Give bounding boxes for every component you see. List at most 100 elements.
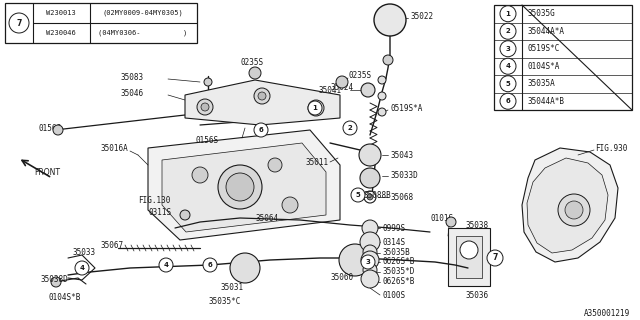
- Text: 0101S: 0101S: [430, 213, 453, 222]
- Text: 35043: 35043: [390, 150, 413, 159]
- Circle shape: [268, 158, 282, 172]
- Text: 0156S: 0156S: [38, 124, 61, 132]
- Circle shape: [192, 167, 208, 183]
- Text: 35022: 35022: [410, 12, 433, 20]
- Text: 35044A*B: 35044A*B: [528, 97, 565, 106]
- Circle shape: [500, 6, 516, 22]
- Text: W230013: W230013: [46, 10, 76, 16]
- Circle shape: [361, 255, 375, 269]
- Circle shape: [359, 144, 381, 166]
- Text: 0626S*B: 0626S*B: [382, 277, 414, 286]
- Circle shape: [500, 41, 516, 57]
- Text: 35038D: 35038D: [40, 276, 68, 284]
- Circle shape: [500, 23, 516, 39]
- Text: 0999S: 0999S: [382, 223, 405, 233]
- Circle shape: [500, 93, 516, 109]
- Text: (04MY0306-          ): (04MY0306- ): [99, 30, 188, 36]
- Text: 35067: 35067: [100, 241, 123, 250]
- Text: 35035B: 35035B: [382, 247, 410, 257]
- Text: 35088B: 35088B: [363, 190, 391, 199]
- Text: 1: 1: [312, 105, 317, 111]
- Circle shape: [361, 83, 375, 97]
- Text: 6: 6: [506, 98, 510, 104]
- Text: W230046: W230046: [46, 30, 76, 36]
- Text: 35035G: 35035G: [528, 9, 556, 18]
- Circle shape: [159, 258, 173, 272]
- Circle shape: [378, 92, 386, 100]
- Circle shape: [446, 217, 456, 227]
- Circle shape: [197, 99, 213, 115]
- Bar: [5, 3, 197, 43]
- Text: (02MY0009-04MY0305): (02MY0009-04MY0305): [102, 10, 184, 16]
- Circle shape: [343, 121, 357, 135]
- Circle shape: [374, 4, 406, 36]
- Text: 4: 4: [506, 63, 511, 69]
- Text: 4: 4: [163, 262, 168, 268]
- Bar: [456, 236, 482, 278]
- Circle shape: [180, 210, 190, 220]
- Polygon shape: [527, 158, 608, 253]
- Circle shape: [500, 76, 516, 92]
- Text: 5: 5: [356, 192, 360, 198]
- Circle shape: [367, 194, 373, 200]
- Circle shape: [204, 78, 212, 86]
- Circle shape: [487, 250, 503, 266]
- Text: 0104S*B: 0104S*B: [48, 292, 81, 301]
- Text: 35083: 35083: [120, 73, 143, 82]
- Circle shape: [364, 191, 376, 203]
- Text: 35035A: 35035A: [528, 79, 556, 88]
- Circle shape: [254, 123, 268, 137]
- Text: 3: 3: [365, 259, 371, 265]
- Polygon shape: [162, 143, 326, 232]
- Circle shape: [254, 88, 270, 104]
- Circle shape: [336, 76, 348, 88]
- Circle shape: [500, 58, 516, 74]
- Circle shape: [308, 100, 324, 116]
- Circle shape: [361, 270, 379, 288]
- Circle shape: [230, 253, 260, 283]
- Text: 7: 7: [16, 19, 22, 28]
- Circle shape: [282, 197, 298, 213]
- Polygon shape: [148, 130, 340, 240]
- Text: 6: 6: [259, 127, 264, 133]
- Text: 35035*C: 35035*C: [208, 298, 241, 307]
- Circle shape: [360, 232, 380, 252]
- Text: A350001219: A350001219: [584, 309, 630, 318]
- Text: 0519S*C: 0519S*C: [528, 44, 561, 53]
- Text: FIG.130: FIG.130: [138, 196, 170, 204]
- Polygon shape: [185, 80, 340, 125]
- Text: 2: 2: [506, 28, 510, 34]
- Circle shape: [383, 55, 393, 65]
- Text: 2: 2: [348, 125, 353, 131]
- Circle shape: [363, 263, 377, 277]
- Text: 7: 7: [492, 253, 498, 262]
- Circle shape: [249, 67, 261, 79]
- Circle shape: [361, 251, 379, 269]
- Circle shape: [203, 258, 217, 272]
- Polygon shape: [522, 148, 618, 262]
- Text: 35041: 35041: [318, 85, 341, 94]
- Text: 6: 6: [207, 262, 212, 268]
- Circle shape: [351, 188, 365, 202]
- Circle shape: [226, 173, 254, 201]
- Circle shape: [378, 108, 386, 116]
- Text: FIG.930: FIG.930: [595, 143, 627, 153]
- Circle shape: [258, 92, 266, 100]
- Circle shape: [339, 244, 371, 276]
- Text: 35031: 35031: [220, 284, 243, 292]
- Circle shape: [51, 277, 61, 287]
- Bar: [494, 5, 632, 110]
- Text: 0519S*A: 0519S*A: [390, 103, 422, 113]
- Text: 35044A*A: 35044A*A: [528, 27, 565, 36]
- Text: 35038: 35038: [465, 220, 488, 229]
- Text: 35046: 35046: [120, 89, 143, 98]
- Circle shape: [460, 241, 478, 259]
- Text: 0311S: 0311S: [148, 207, 171, 217]
- Text: 3: 3: [506, 46, 511, 52]
- Text: 0626S*B: 0626S*B: [382, 258, 414, 267]
- Text: 0100S: 0100S: [382, 291, 405, 300]
- Circle shape: [53, 125, 63, 135]
- Text: 5: 5: [506, 81, 510, 87]
- Bar: [448, 228, 490, 286]
- Circle shape: [75, 261, 89, 275]
